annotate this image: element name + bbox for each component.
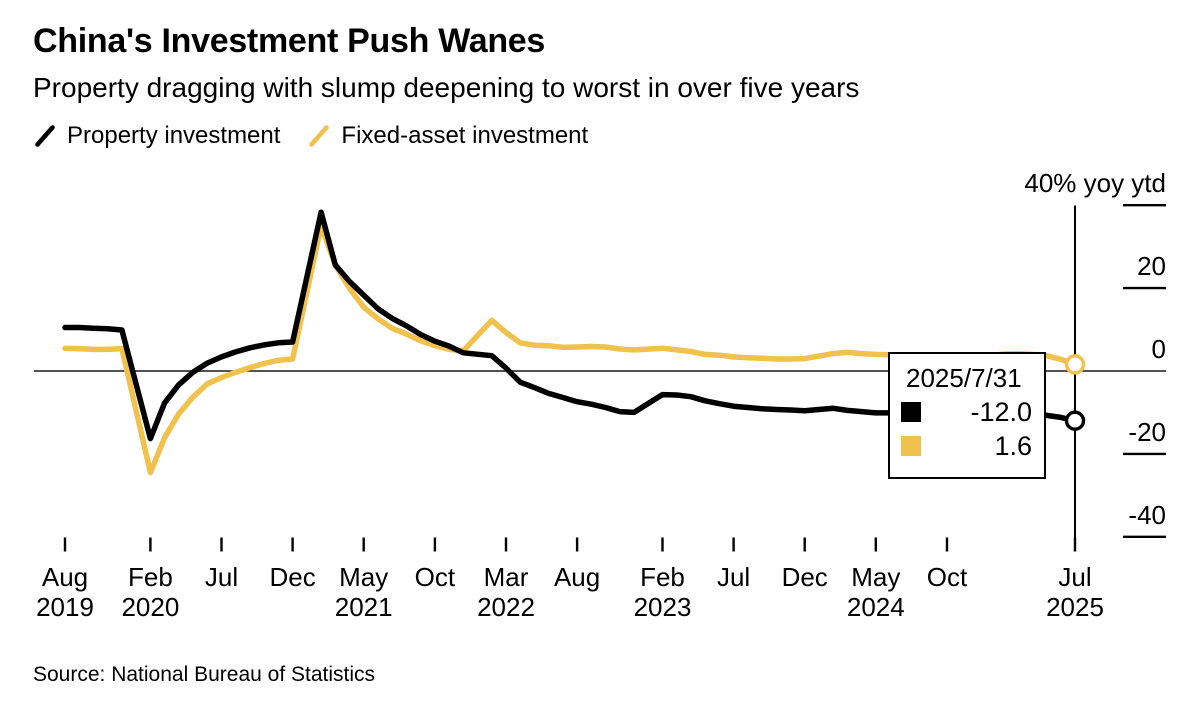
tooltip-row-property: -12.0: [901, 397, 1032, 427]
x-tick-month-label: Mar: [484, 562, 529, 592]
x-tick-month-label: Oct: [927, 562, 968, 592]
legend-label-fixed-asset: Fixed-asset investment: [341, 122, 589, 149]
chart-title: China's Investment Push Wanes: [33, 22, 546, 60]
x-tick-month-label: Oct: [415, 562, 456, 592]
y-tick-label: 40% yoy ytd: [1024, 168, 1166, 198]
x-tick-year-label: 2023: [634, 592, 692, 622]
x-tick-month-label: Dec: [269, 562, 315, 592]
x-tick-year-label: 2020: [121, 592, 179, 622]
legend-item-fixed-asset: Fixed-asset investment: [307, 122, 588, 150]
x-tick-month-label: Aug: [554, 562, 600, 592]
end-marker-fixed-asset: [1064, 354, 1086, 375]
legend-item-property: Property investment: [33, 122, 280, 150]
chart-subtitle: Property dragging with slump deepening t…: [33, 72, 860, 103]
x-tick-month-label: Jul: [205, 562, 238, 592]
tooltip-swatch-fixed-asset: [901, 436, 921, 456]
y-tick-label: 0: [1152, 334, 1166, 364]
tooltip-value-property: -12.0: [970, 397, 1032, 427]
x-tick-month-label: Jul: [717, 562, 750, 592]
y-tick-label: -20: [1128, 417, 1166, 447]
x-tick-year-label: 2021: [335, 592, 393, 622]
source-note: Source: National Bureau of Statistics: [33, 663, 376, 686]
legend: Property investment Fixed-asset investme…: [33, 122, 588, 150]
x-tick-month-label: Feb: [640, 562, 685, 592]
y-tick-label: 20: [1137, 251, 1166, 281]
x-tick-month-label: May: [851, 562, 900, 592]
x-tick-month-label: Aug: [42, 562, 88, 592]
tooltip-row-fixed-asset: 1.6: [901, 431, 1032, 461]
tooltip-swatch-property: [901, 402, 921, 422]
end-marker-property: [1064, 410, 1086, 431]
fixed-asset-slash-icon: [309, 125, 330, 147]
x-tick-month-label: Jul: [1058, 562, 1091, 592]
tooltip-date: 2025/7/31: [906, 363, 1022, 393]
tooltip-value-fixed-asset: 1.6: [994, 431, 1032, 461]
x-tick-month-label: Dec: [782, 562, 828, 592]
x-tick-year-label: 2022: [477, 592, 535, 622]
x-tick-year-label: 2024: [847, 592, 905, 622]
x-tick-year-label: 2025: [1046, 592, 1104, 622]
x-tick-month-label: May: [339, 562, 388, 592]
property-slash-icon: [35, 125, 55, 147]
y-tick-label: -40: [1128, 500, 1166, 530]
x-tick-year-label: 2019: [36, 592, 94, 622]
legend-label-property: Property investment: [67, 122, 281, 149]
tooltip: 2025/7/31 -12.0 1.6: [888, 352, 1046, 479]
x-tick-month-label: Feb: [128, 562, 173, 592]
